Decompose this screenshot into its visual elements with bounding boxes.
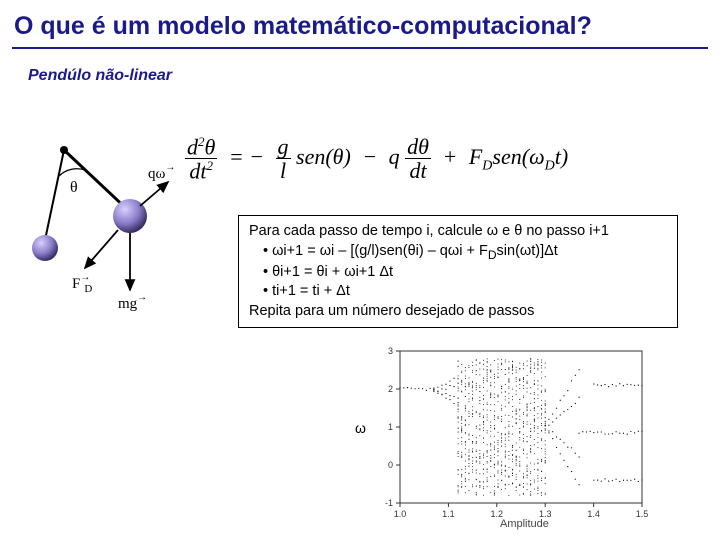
force-fd-label: F→D xyxy=(72,272,92,295)
algo-step-1: • ωi+1 = ωi – [(g/l)sen(θi) – qωi + FDsi… xyxy=(249,242,667,263)
bifurcation-xlabel: Amplitude xyxy=(500,518,549,530)
algo-header: Para cada passo de tempo i, calcule ω e … xyxy=(249,222,667,242)
algo-step-2: • θi+1 = θi + ωi+1 Δt xyxy=(249,263,667,283)
theta-label: θ xyxy=(70,179,78,196)
svg-text:0: 0 xyxy=(388,460,393,470)
algo-footer: Repita para um número desejado de passos xyxy=(249,302,667,322)
svg-text:2: 2 xyxy=(388,384,393,394)
force-mg-label: mg→ xyxy=(118,292,147,312)
force-qomega-arrow xyxy=(140,182,168,206)
svg-text:1.1: 1.1 xyxy=(442,509,455,519)
bifurcation-plot: 1.01.11.21.31.41.5-10123 xyxy=(370,345,650,525)
slide-title: O que é um modelo matemático-computacion… xyxy=(0,0,720,47)
main-equation: d2θ dt2 = − g l sen(θ) − q dθ dt + FDsen… xyxy=(185,135,568,183)
rest-line xyxy=(45,150,64,240)
svg-text:1: 1 xyxy=(388,422,393,432)
algo-step-3: • ti+1 = ti + Δt xyxy=(249,282,667,302)
algorithm-box: Para cada passo de tempo i, calcule ω e … xyxy=(238,215,678,328)
pendulum-diagram: θ qω→ mg→ F→D xyxy=(10,140,180,340)
svg-text:1.4: 1.4 xyxy=(587,509,600,519)
theta-arc xyxy=(59,169,85,176)
rest-bob xyxy=(32,235,58,261)
slide-subtitle: Pendúlo não-linear xyxy=(0,49,720,85)
svg-text:1.5: 1.5 xyxy=(636,509,649,519)
bifurcation-ylabel: ω xyxy=(355,420,366,436)
svg-text:3: 3 xyxy=(388,346,393,356)
force-fd-arrow xyxy=(85,230,118,268)
svg-text:1.0: 1.0 xyxy=(394,509,407,519)
force-qomega-label: qω→ xyxy=(148,162,175,182)
svg-text:-1: -1 xyxy=(385,498,393,508)
